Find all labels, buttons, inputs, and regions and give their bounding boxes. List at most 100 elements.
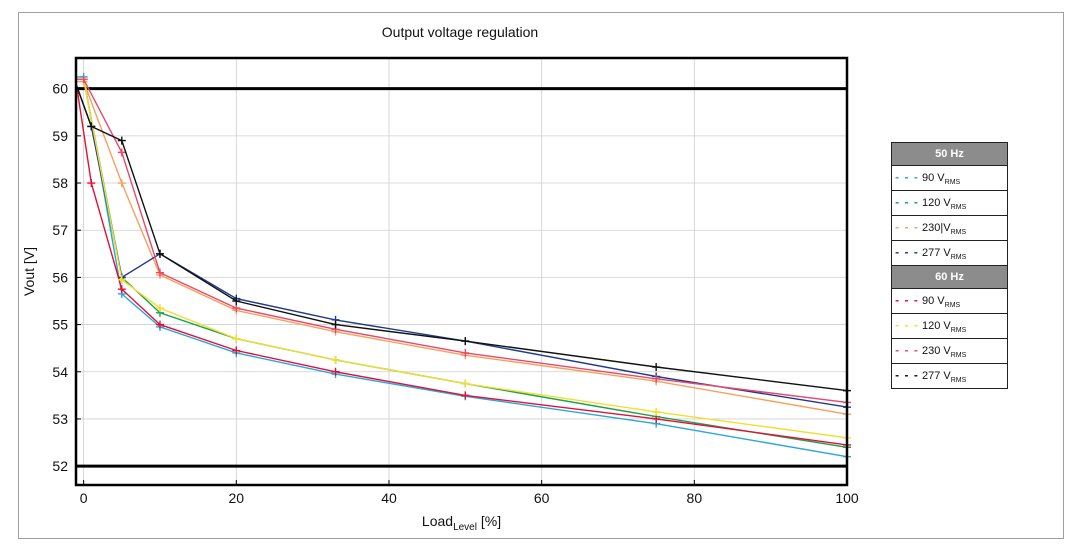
reference-lines (76, 87, 847, 468)
legend-item-cell: - - -90 VRMS (891, 165, 1008, 191)
legend-voltage-subscript: RMS (950, 229, 967, 237)
data-point-marker (331, 355, 340, 364)
legend-item-cell: - - -120 VRMS (891, 313, 1008, 339)
data-point-marker (155, 320, 164, 329)
legend-item-cell: - - -230|VRMS (891, 215, 1008, 241)
data-point-marker (461, 391, 470, 400)
legend-swatch: - - - (895, 367, 919, 382)
data-point-marker (117, 285, 126, 294)
legend-voltage-subscript: RMS (950, 254, 967, 262)
x-tick-label: 100 (835, 490, 859, 506)
legend-voltage-subscript: RMS (944, 179, 961, 187)
x-tick-label: 80 (687, 490, 703, 506)
legend-item: - - -277 VRMS (891, 240, 1008, 266)
data-point-marker (461, 348, 470, 357)
y-tick-label: 53 (52, 411, 68, 427)
legend-voltage-subscript: RMS (950, 352, 967, 360)
data-point-marker (155, 304, 164, 313)
chart-title: Output voltage regulation (382, 24, 538, 40)
x-axis-label-main: Load (422, 513, 453, 529)
x-axis-label-sub: Level (453, 522, 477, 533)
series-line (76, 76, 848, 458)
legend-voltage-subscript: RMS (950, 204, 967, 212)
x-axis-label-unit: [%] (477, 513, 501, 529)
data-point-marker (79, 75, 88, 84)
data-point-marker (155, 268, 164, 277)
tick-layer: 0 20 40 60 80 100 52 53 54 55 56 57 58 59 60 (52, 81, 858, 506)
legend-item: - - -230|VRMS (891, 215, 1008, 241)
data-point-marker (331, 367, 340, 376)
x-tick-label: 0 (80, 490, 88, 506)
legend-item: - - -120 VRMS (891, 313, 1008, 339)
x-tick-label: 20 (229, 490, 245, 506)
data-point-marker (232, 346, 241, 355)
data-point-marker (232, 334, 241, 343)
data-point-marker (117, 148, 126, 157)
y-tick-label: 52 (52, 458, 68, 474)
legend-voltage-subscript: RMS (950, 377, 967, 385)
y-tick-label: 60 (52, 81, 68, 97)
legend-item: - - -90 VRMS (891, 288, 1008, 314)
legend-voltage: 120 V (922, 196, 951, 209)
legend-voltage: 277 V (922, 369, 951, 382)
legend-label: 90 VRMS (922, 172, 960, 186)
data-point-marker (232, 296, 241, 305)
legend-swatch: - - - (895, 292, 919, 307)
series-line (76, 80, 848, 415)
legend-item-cell: - - -120 VRMS (891, 190, 1008, 216)
data-point-marker (652, 363, 661, 372)
series-line (75, 83, 848, 408)
legend-item: - - -230 VRMS (891, 338, 1008, 364)
series-line (75, 83, 848, 392)
data-point-marker (117, 179, 126, 188)
legend-label: 120 VRMS (922, 197, 966, 211)
data-point-marker (87, 122, 96, 131)
y-tick-label: 57 (52, 222, 68, 238)
data-point-marker (331, 320, 340, 329)
y-axis-label: Vout [V] (21, 247, 37, 296)
data-point-marker (461, 379, 470, 388)
data-point-marker (232, 304, 241, 313)
legend-group-header-label: 60 Hz (891, 265, 1008, 289)
data-point-marker (652, 374, 661, 383)
data-point-marker (87, 179, 96, 188)
legend-label: 120 VRMS (922, 320, 966, 334)
y-tick-label: 54 (52, 364, 68, 380)
legend-item-cell: - - -277 VRMS (891, 240, 1008, 266)
x-tick-label: 40 (381, 490, 397, 506)
legend-label: 90 VRMS (922, 295, 960, 309)
legend-voltage: 120 V (922, 319, 951, 332)
legend-group-header: 60 Hz (891, 265, 1008, 289)
legend-label: 277 VRMS (922, 247, 966, 261)
legend-swatch: - - - (895, 317, 919, 332)
legend-label: 230 VRMS (922, 345, 966, 359)
legend-label: 277 VRMS (922, 370, 966, 384)
legend-voltage: 90 V (922, 294, 945, 307)
y-tick-label: 58 (52, 175, 68, 191)
y-tick-label: 55 (52, 317, 68, 333)
plot-area-frame (74, 56, 849, 487)
legend-swatch: - - - (895, 219, 919, 234)
legend-label: 230|VRMS (922, 222, 966, 236)
legend-swatch: - - - (895, 342, 919, 357)
legend-voltage-subscript: RMS (944, 302, 961, 310)
legend-item-cell: - - -90 VRMS (891, 288, 1008, 314)
legend-item-cell: - - -230 VRMS (891, 338, 1008, 364)
legend-swatch: - - - (895, 244, 919, 259)
series-line (76, 78, 848, 448)
legend-group-header: 50 Hz (891, 142, 1008, 166)
legend: 50 Hz - - -90 VRMS - - -120 VRMS - - -230|V… (891, 142, 1008, 389)
figure-frame (18, 12, 1064, 539)
legend-voltage: 230|V (922, 221, 951, 234)
legend-voltage: 90 V (922, 171, 945, 184)
legend-item: - - -277 VRMS (891, 363, 1008, 389)
legend-voltage-subscript: RMS (950, 327, 967, 335)
grid (76, 58, 848, 485)
legend-voltage: 277 V (922, 246, 951, 259)
series-layer (75, 72, 851, 461)
y-tick-label: 59 (52, 128, 68, 144)
legend-voltage: 230 V (922, 344, 951, 357)
data-point-marker (461, 337, 470, 346)
legend-item: - - -120 VRMS (891, 190, 1008, 216)
